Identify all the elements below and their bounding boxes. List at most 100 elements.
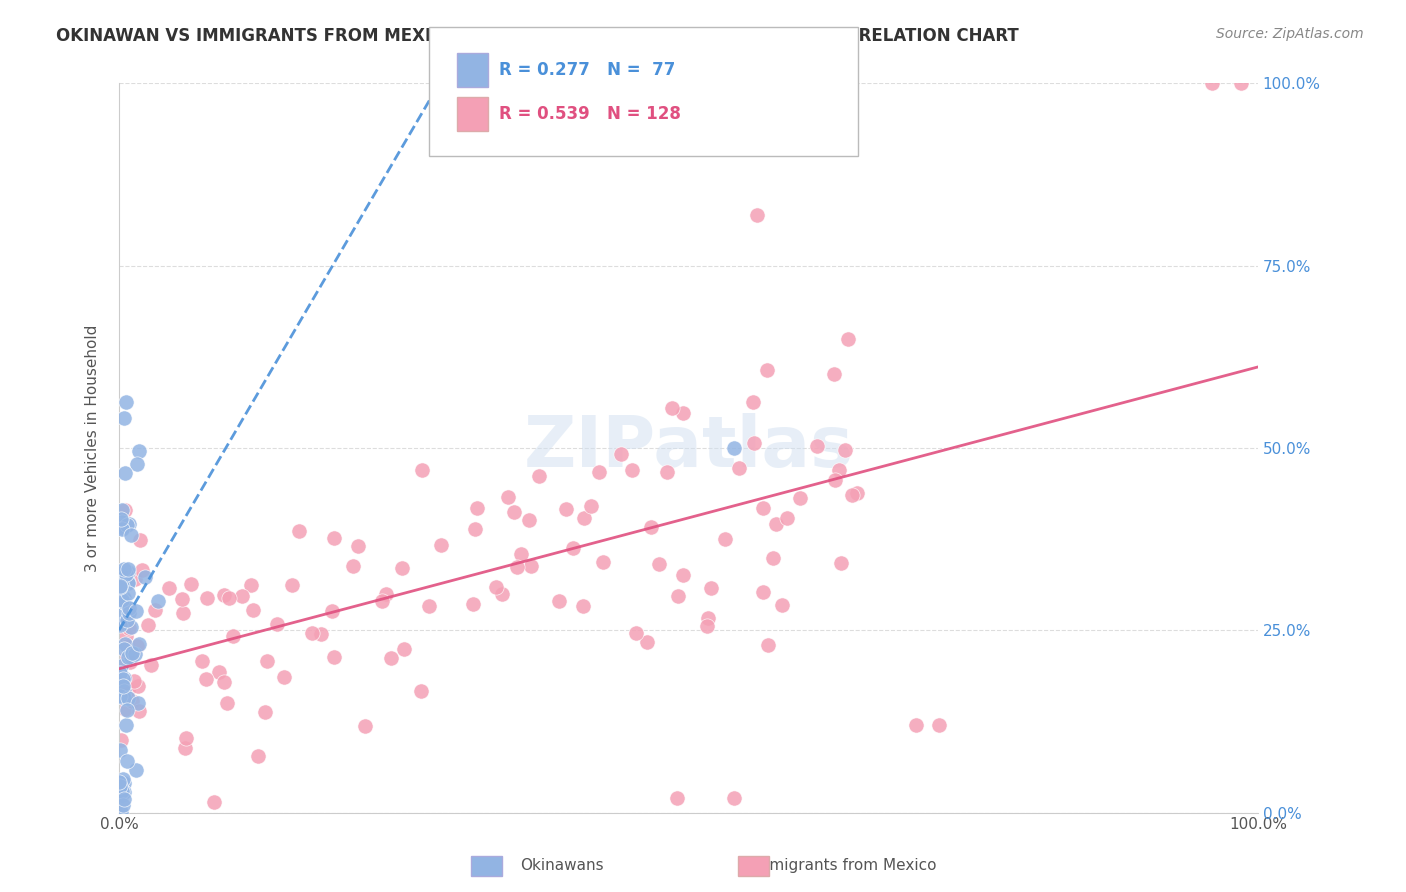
Point — [239, 578, 262, 592]
Point — [112, 772, 135, 786]
Point — [745, 208, 768, 222]
Point — [212, 588, 235, 602]
Point — [111, 679, 134, 693]
Point — [114, 628, 136, 642]
Point — [117, 575, 139, 590]
Point — [195, 591, 218, 606]
Point — [112, 595, 135, 609]
Point — [744, 435, 766, 450]
Point — [503, 505, 526, 519]
Point — [110, 659, 132, 673]
Point — [823, 367, 845, 381]
Point — [117, 683, 139, 698]
Point — [112, 591, 135, 606]
Point — [173, 741, 195, 756]
Point — [128, 704, 150, 718]
Point — [108, 582, 131, 596]
Point — [1229, 77, 1251, 91]
Point — [636, 635, 658, 649]
Point — [117, 562, 139, 576]
Point — [655, 465, 678, 479]
Point — [195, 672, 218, 686]
Point — [110, 615, 132, 630]
Point — [125, 603, 148, 617]
Point — [648, 557, 671, 571]
Point — [347, 539, 370, 553]
Point — [624, 626, 647, 640]
Point — [342, 559, 364, 574]
Point — [114, 395, 136, 409]
Point — [520, 558, 543, 573]
Point — [548, 594, 571, 608]
Point — [112, 776, 135, 790]
Point — [429, 538, 451, 552]
Point — [108, 580, 131, 594]
Point — [666, 791, 689, 805]
Point — [117, 576, 139, 591]
Point — [180, 577, 202, 591]
Point — [127, 696, 149, 710]
Point — [756, 638, 779, 652]
Point — [122, 674, 145, 689]
Point — [115, 639, 138, 653]
Point — [671, 568, 693, 582]
Point — [128, 444, 150, 458]
Point — [143, 603, 166, 617]
Point — [517, 513, 540, 527]
Point — [394, 641, 416, 656]
Point — [118, 600, 141, 615]
Point — [253, 706, 276, 720]
Point — [506, 559, 529, 574]
Point — [776, 511, 799, 525]
Point — [174, 731, 197, 746]
Point — [121, 694, 143, 708]
Point — [111, 593, 134, 607]
Point — [218, 591, 240, 605]
Point — [117, 754, 139, 768]
Point — [108, 593, 131, 607]
Point — [112, 518, 135, 533]
Point — [610, 447, 633, 461]
Point — [222, 629, 245, 643]
Point — [112, 785, 135, 799]
Point — [111, 784, 134, 798]
Point — [124, 647, 146, 661]
Point — [834, 442, 856, 457]
Point — [114, 570, 136, 584]
Point — [146, 594, 169, 608]
Point — [592, 555, 614, 569]
Point — [112, 791, 135, 805]
Point — [742, 395, 765, 409]
Point — [115, 517, 138, 532]
Point — [562, 541, 585, 555]
Point — [301, 626, 323, 640]
Point — [108, 689, 131, 703]
Point — [108, 579, 131, 593]
Point — [756, 363, 779, 377]
Point — [672, 406, 695, 420]
Point — [621, 463, 644, 477]
Point — [124, 572, 146, 586]
Point — [110, 732, 132, 747]
Point — [114, 503, 136, 517]
Point — [117, 586, 139, 600]
Point — [281, 577, 304, 591]
Text: Okinawans: Okinawans — [520, 858, 605, 872]
Point — [572, 599, 595, 613]
Point — [118, 606, 141, 620]
Point — [112, 641, 135, 656]
Point — [112, 797, 135, 812]
Point — [380, 651, 402, 665]
Point — [256, 654, 278, 668]
Point — [321, 604, 343, 618]
Point — [112, 411, 135, 425]
Point — [765, 516, 787, 531]
Point — [242, 603, 264, 617]
Point — [465, 501, 488, 516]
Point — [108, 666, 131, 681]
Point — [723, 441, 745, 455]
Point — [108, 775, 131, 789]
Point — [117, 613, 139, 627]
Point — [139, 657, 162, 672]
Point — [212, 674, 235, 689]
